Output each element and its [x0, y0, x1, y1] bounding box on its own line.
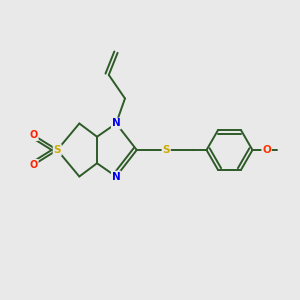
Text: N: N [112, 118, 121, 128]
Text: S: S [53, 145, 61, 155]
Text: O: O [30, 160, 38, 170]
Text: O: O [262, 145, 271, 155]
Text: N: N [112, 172, 121, 182]
Text: O: O [30, 130, 38, 140]
Text: S: S [162, 145, 170, 155]
